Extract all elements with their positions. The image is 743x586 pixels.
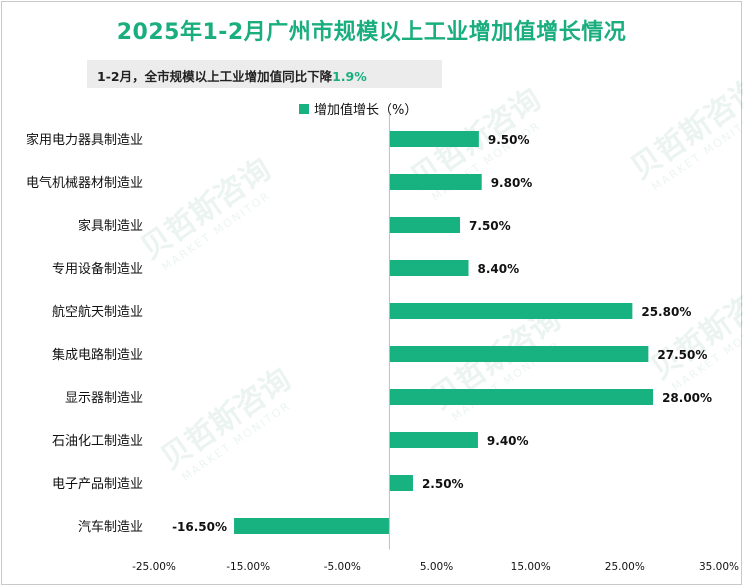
subtitle-value: 1.9% — [332, 69, 367, 84]
subtitle: 1-2月，全市规模以上工业增加值同比下降1.9% — [97, 66, 367, 85]
bar-1 — [389, 131, 479, 147]
x-tick-label: -5.00% — [324, 561, 361, 573]
x-tick-label: 5.00% — [420, 561, 453, 573]
category-label: 航空航天制造业 — [52, 304, 143, 320]
bar-10 — [234, 518, 390, 534]
x-tick-label: 15.00% — [511, 561, 551, 573]
category-label: 家用电力器具制造业 — [26, 132, 143, 148]
bar-4 — [389, 260, 469, 276]
bar-3 — [389, 217, 461, 233]
legend: 增加值增长（%） — [299, 102, 417, 118]
category-label: 集成电路制造业 — [52, 347, 143, 363]
bar-5 — [389, 303, 633, 319]
value-label: 7.50% — [469, 219, 511, 233]
subtitle-box: 1-2月，全市规模以上工业增加值同比下降1.9% — [87, 60, 442, 88]
bars-group: 家用电力器具制造业 9.50% 电气机械器材制造业 9.80% 家具制造业 7.50% 专用… — [26, 113, 712, 550]
category-label: 汽车制造业 — [78, 519, 143, 535]
x-tick-label: 25.00% — [605, 561, 645, 573]
bar-7 — [389, 389, 654, 405]
legend-swatch — [299, 104, 309, 114]
bar-8 — [389, 432, 478, 448]
category-label: 电子产品制造业 — [52, 477, 143, 492]
value-label: 27.50% — [657, 348, 707, 362]
subtitle-text: 1-2月，全市规模以上工业增加值同比下降 — [97, 69, 333, 84]
x-tick-label: -15.00% — [226, 561, 270, 573]
category-label: 电气机械器材制造业 — [26, 175, 143, 191]
category-label: 家具制造业 — [78, 218, 143, 234]
value-label: 8.40% — [478, 262, 520, 276]
value-label: 2.50% — [422, 477, 464, 491]
chart-title: 2025年1-2月广州市规模以上工业增加值增长情况 — [116, 20, 627, 45]
legend-label: 增加值增长（%） — [314, 102, 417, 118]
x-tick-label: 35.00% — [699, 561, 739, 573]
value-label: 28.00% — [662, 391, 712, 405]
bar-9 — [389, 475, 413, 491]
category-label: 显示器制造业 — [65, 391, 143, 406]
value-label: 9.40% — [487, 434, 529, 448]
x-tick-label: -25.00% — [132, 561, 176, 573]
value-label: 9.50% — [488, 133, 530, 147]
bar-2 — [389, 174, 482, 190]
value-label: -16.50% — [172, 520, 227, 534]
bar-6 — [389, 346, 649, 362]
category-label: 专用设备制造业 — [52, 261, 143, 277]
value-label: 9.80% — [491, 176, 533, 190]
x-axis: -25.00% -15.00% -5.00% 5.00% 15.00% 25.00% 35.… — [132, 561, 739, 573]
category-label: 石油化工制造业 — [52, 434, 143, 449]
value-label: 25.80% — [641, 305, 691, 319]
